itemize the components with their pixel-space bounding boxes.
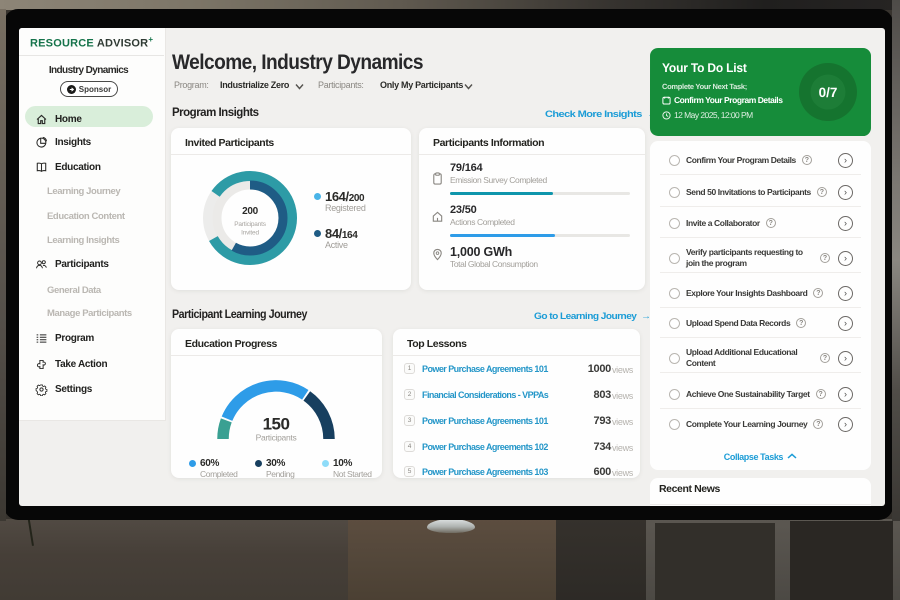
svg-text:Invited: Invited <box>241 230 259 237</box>
svg-text:Participants: Participants <box>234 221 267 228</box>
svg-text:Participants: Participants <box>256 433 297 443</box>
svg-text:150: 150 <box>263 415 290 434</box>
svg-text:200: 200 <box>242 206 259 217</box>
